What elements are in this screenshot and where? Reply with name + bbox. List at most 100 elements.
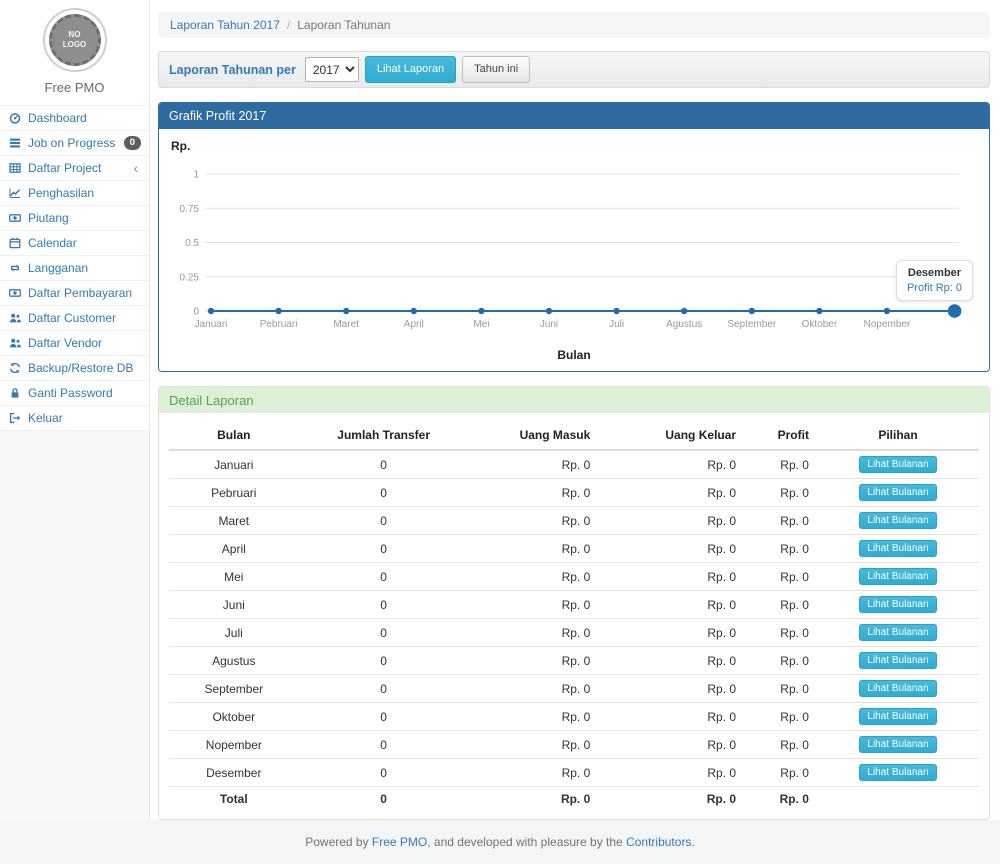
data-point-juni[interactable] xyxy=(546,308,552,314)
sidebar-item-daftar-vendor[interactable]: Daftar Vendor xyxy=(0,330,149,355)
lihat-bulanan-button[interactable]: Lihat Bulanan xyxy=(859,540,936,557)
cell-uang-masuk: Rp. 0 xyxy=(469,675,599,703)
detail-laporan-table: BulanJumlah TransferUang MasukUang Kelua… xyxy=(169,421,979,811)
cell-pilihan: Lihat Bulanan xyxy=(817,675,979,703)
tahun-ini-button[interactable]: Tahun ini xyxy=(462,56,530,82)
dashboard-icon xyxy=(9,112,22,124)
sidebar-item-backup-restore-db[interactable]: Backup/Restore DB xyxy=(0,355,149,380)
sidebar-item-label: Job on Progress xyxy=(28,136,115,150)
cell-profit: Rp. 0 xyxy=(744,703,817,731)
table-row-maret: Maret0Rp. 0Rp. 0Rp. 0Lihat Bulanan xyxy=(169,507,979,535)
column-header-jumlah-transfer: Jumlah Transfer xyxy=(299,421,469,450)
sidebar-item-langganan[interactable]: Langganan xyxy=(0,255,149,280)
year-select[interactable]: 2017 xyxy=(305,57,359,82)
sidebar-item-piutang[interactable]: Piutang xyxy=(0,205,149,230)
cell-uang-keluar: Rp. 0 xyxy=(598,450,744,479)
refresh-icon xyxy=(9,362,22,374)
profit-line-chart: 10.750.50.250JanuariPebruariMaretAprilMe… xyxy=(169,153,979,347)
lihat-bulanan-button[interactable]: Lihat Bulanan xyxy=(859,512,936,529)
data-point-juli[interactable] xyxy=(613,308,619,314)
sidebar-item-dashboard[interactable]: Dashboard xyxy=(0,105,149,130)
lihat-bulanan-button[interactable]: Lihat Bulanan xyxy=(859,708,936,725)
line-chart-icon xyxy=(9,187,22,199)
cell-profit: Rp. 0 xyxy=(744,675,817,703)
cell-bulan: Maret xyxy=(169,507,299,535)
data-point-oktober[interactable] xyxy=(816,308,822,314)
cell-jumlah-transfer: 0 xyxy=(299,703,469,731)
cell-uang-keluar: Rp. 0 xyxy=(598,479,744,507)
lihat-bulanan-button[interactable]: Lihat Bulanan xyxy=(859,456,936,473)
table-row-agustus: Agustus0Rp. 0Rp. 0Rp. 0Lihat Bulanan xyxy=(169,647,979,675)
count-badge: 0 xyxy=(124,136,141,150)
lihat-laporan-button[interactable]: Lihat Laporan xyxy=(365,56,456,82)
cell-jumlah-transfer: 0 xyxy=(299,479,469,507)
lihat-bulanan-button[interactable]: Lihat Bulanan xyxy=(859,484,936,501)
lihat-bulanan-button[interactable]: Lihat Bulanan xyxy=(859,736,936,753)
lihat-bulanan-button[interactable]: Lihat Bulanan xyxy=(859,764,936,781)
sidebar-item-penghasilan[interactable]: Penghasilan xyxy=(0,180,149,205)
data-point-mei[interactable] xyxy=(478,308,484,314)
data-point-nopember[interactable] xyxy=(884,308,890,314)
filter-label: Laporan Tahunan per xyxy=(169,63,296,77)
logo-text: NO LOGO xyxy=(61,30,89,51)
cell-profit: Rp. 0 xyxy=(744,759,817,787)
lihat-bulanan-button[interactable]: Lihat Bulanan xyxy=(859,652,936,669)
y-tick-label: 1 xyxy=(193,170,199,181)
breadcrumb-current: Laporan Tahunan xyxy=(297,18,390,32)
sidebar-item-label: Langganan xyxy=(28,261,88,275)
sidebar-panel: NO LOGO Free PMO Dashboard Job on Progres… xyxy=(0,0,149,431)
table-row-desember: Desember0Rp. 0Rp. 0Rp. 0Lihat Bulanan xyxy=(169,759,979,787)
sidebar-item-daftar-project[interactable]: Daftar Project‹ xyxy=(0,155,149,180)
data-point-desember[interactable] xyxy=(948,304,962,318)
data-point-agustus[interactable] xyxy=(681,308,687,314)
x-tick-label: April xyxy=(404,319,424,330)
sidebar-item-ganti-password[interactable]: Ganti Password xyxy=(0,380,149,405)
footer-prefix: Powered by xyxy=(305,835,372,849)
data-point-januari[interactable] xyxy=(208,308,214,314)
y-tick-label: 0.75 xyxy=(180,204,200,215)
x-tick-label: Pebruari xyxy=(260,319,298,330)
profit-line-chart-svg: 10.750.50.250JanuariPebruariMaretAprilMe… xyxy=(169,153,979,347)
breadcrumb-link-laporan-tahun[interactable]: Laporan Tahun 2017 xyxy=(170,18,280,32)
sidebar-item-label: Daftar Vendor xyxy=(28,336,102,350)
data-point-pebruari[interactable] xyxy=(275,308,281,314)
cell-profit: Rp. 0 xyxy=(744,450,817,479)
cell-bulan: September xyxy=(169,675,299,703)
cell-jumlah-transfer: 0 xyxy=(299,647,469,675)
cell-jumlah-transfer: 0 xyxy=(299,787,469,812)
cell-uang-keluar: Rp. 0 xyxy=(598,675,744,703)
sidebar-item-daftar-pembayaran[interactable]: Daftar Pembayaran xyxy=(0,280,149,305)
chart-tooltip: Desember Profit Rp: 0 xyxy=(896,260,973,301)
cell-jumlah-transfer: 0 xyxy=(299,675,469,703)
lihat-bulanan-button[interactable]: Lihat Bulanan xyxy=(859,624,936,641)
cell-bulan: Januari xyxy=(169,450,299,479)
sidebar-item-label: Daftar Customer xyxy=(28,311,116,325)
cell-uang-masuk: Rp. 0 xyxy=(469,563,599,591)
cell-profit: Rp. 0 xyxy=(744,535,817,563)
data-point-april[interactable] xyxy=(411,308,417,314)
tooltip-value: Profit Rp: 0 xyxy=(907,282,962,294)
chevron-left-icon: ‹ xyxy=(133,163,141,173)
brand-name: Free PMO xyxy=(0,80,149,95)
cell-profit: Rp. 0 xyxy=(744,563,817,591)
data-point-maret[interactable] xyxy=(343,308,349,314)
sidebar-item-daftar-customer[interactable]: Daftar Customer xyxy=(0,305,149,330)
cell-uang-keluar: Rp. 0 xyxy=(598,507,744,535)
sidebar-item-keluar[interactable]: Keluar xyxy=(0,405,149,431)
cell-uang-masuk: Rp. 0 xyxy=(469,535,599,563)
lihat-bulanan-button[interactable]: Lihat Bulanan xyxy=(859,680,936,697)
footer-link-contributors[interactable]: Contributors. xyxy=(626,835,695,849)
sidebar-item-label: Dashboard xyxy=(28,111,87,125)
sidebar-item-calendar[interactable]: Calendar xyxy=(0,230,149,255)
lihat-bulanan-button[interactable]: Lihat Bulanan xyxy=(859,568,936,585)
data-point-september[interactable] xyxy=(749,308,755,314)
lihat-bulanan-button[interactable]: Lihat Bulanan xyxy=(859,596,936,613)
sidebar-item-job-on-progress[interactable]: Job on Progress 0 xyxy=(0,130,149,155)
x-tick-label: Nopember xyxy=(864,319,911,330)
cell-profit: Rp. 0 xyxy=(744,787,817,812)
cell-jumlah-transfer: 0 xyxy=(299,759,469,787)
cell-profit: Rp. 0 xyxy=(744,479,817,507)
breadcrumb-item: Laporan Tahun 2017 xyxy=(170,18,280,32)
footer-link-free-pmo[interactable]: Free PMO xyxy=(372,835,427,849)
money-icon xyxy=(9,212,22,224)
